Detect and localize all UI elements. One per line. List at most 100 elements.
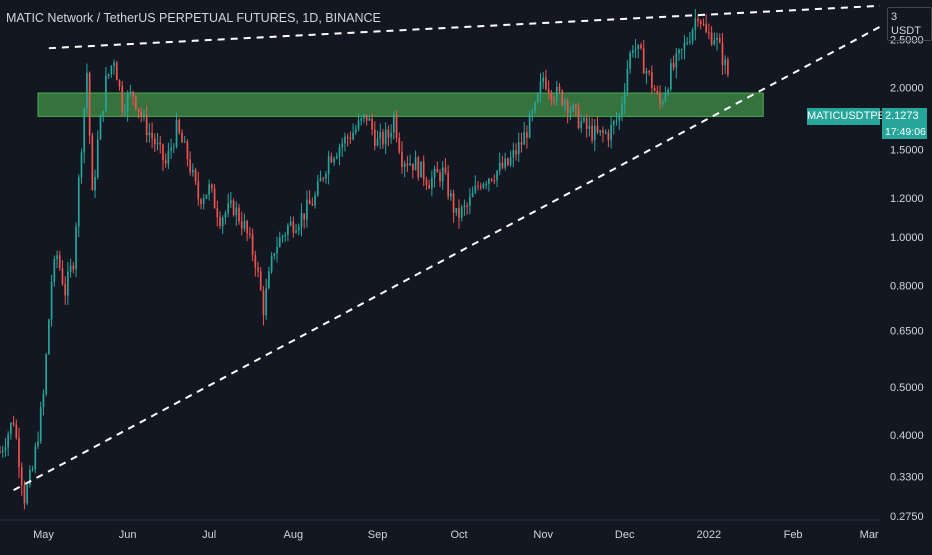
candle xyxy=(148,123,151,143)
candle-body xyxy=(365,114,368,121)
candle xyxy=(721,32,724,75)
candle-body xyxy=(227,203,229,213)
candle xyxy=(259,267,262,291)
candle-body xyxy=(458,208,460,218)
candle xyxy=(257,261,259,278)
candle-body xyxy=(604,132,607,134)
candle-body xyxy=(496,170,498,181)
candle xyxy=(134,95,137,111)
candle-body xyxy=(56,255,58,260)
candle-body xyxy=(653,87,656,91)
candle xyxy=(319,170,322,182)
candle-body xyxy=(75,226,77,270)
candle xyxy=(105,66,107,113)
candle-body xyxy=(672,63,675,68)
candle-body xyxy=(661,101,664,104)
candle-body xyxy=(172,146,175,148)
candle xyxy=(496,169,498,188)
candle xyxy=(572,102,574,112)
candle-body xyxy=(642,48,645,74)
candle-body xyxy=(94,177,96,191)
candle-body xyxy=(708,32,710,34)
candle xyxy=(72,262,75,274)
x-tick-label: Sep xyxy=(368,529,388,541)
candle xyxy=(224,210,227,225)
candle-body xyxy=(713,39,716,45)
candle-body xyxy=(31,469,34,471)
candle-body xyxy=(634,48,637,51)
y-axis: 2.50002.00001.50001.20001.00000.80000.65… xyxy=(890,34,924,523)
candle-body xyxy=(151,132,153,139)
candle-body xyxy=(162,144,164,161)
candle xyxy=(327,150,330,185)
candle-body xyxy=(373,129,376,146)
candle xyxy=(18,427,20,479)
candle-body xyxy=(637,44,640,49)
candle xyxy=(270,252,273,274)
candle xyxy=(474,175,477,195)
candle-body xyxy=(58,255,61,269)
trendline-0[interactable] xyxy=(48,4,881,50)
candle-body xyxy=(121,86,124,113)
symbol-price-label: MATICUSDTPERP xyxy=(807,108,900,125)
candle-body xyxy=(270,255,273,272)
candle-body xyxy=(126,94,129,112)
candle-body xyxy=(67,271,69,296)
candle-body xyxy=(303,213,306,220)
candle xyxy=(675,47,678,79)
candle-body xyxy=(490,178,493,181)
y-tick-label: 0.4000 xyxy=(890,430,924,442)
candle-body xyxy=(664,92,667,102)
candle xyxy=(20,462,23,496)
candle-body xyxy=(115,62,118,81)
candle-body xyxy=(626,68,629,92)
candle-body xyxy=(306,199,308,220)
candle-body xyxy=(42,393,45,408)
candle xyxy=(561,89,564,107)
candle xyxy=(387,125,390,147)
candle xyxy=(162,143,164,172)
candle xyxy=(452,189,455,223)
candle xyxy=(420,161,422,178)
candle-body xyxy=(189,159,191,173)
support-zone-0[interactable] xyxy=(37,92,764,117)
candle-body xyxy=(376,138,379,146)
candle-body xyxy=(26,484,29,504)
candle xyxy=(523,121,526,145)
candle-body xyxy=(7,434,9,448)
candle-body xyxy=(455,208,458,213)
candle-body xyxy=(88,72,91,136)
candle xyxy=(254,250,257,277)
candle-body xyxy=(718,37,721,43)
candle xyxy=(718,33,721,44)
candle xyxy=(221,215,224,235)
candle-body xyxy=(699,20,702,25)
candle xyxy=(23,480,26,510)
candle xyxy=(477,180,479,191)
candle-body xyxy=(414,157,417,171)
candle-body xyxy=(368,118,371,121)
candle-body xyxy=(1,450,4,453)
candle xyxy=(642,39,645,74)
candle-body xyxy=(0,451,1,453)
candle xyxy=(200,197,202,210)
candle-body xyxy=(325,173,327,179)
candle-body xyxy=(200,199,202,204)
candle xyxy=(504,152,507,171)
candle xyxy=(509,150,512,168)
candle-body xyxy=(156,142,159,145)
candle-body xyxy=(246,221,249,234)
trendlines-layer xyxy=(13,4,881,492)
candle xyxy=(406,155,409,173)
currency-unit-selector[interactable]: 3 USDT xyxy=(887,7,932,41)
candle-body xyxy=(48,319,50,355)
candle xyxy=(69,258,72,278)
candle-body xyxy=(382,132,384,145)
candle xyxy=(29,465,31,488)
candle-body xyxy=(278,237,281,247)
candle-body xyxy=(281,236,284,238)
candle xyxy=(710,26,713,46)
candle xyxy=(311,197,314,207)
